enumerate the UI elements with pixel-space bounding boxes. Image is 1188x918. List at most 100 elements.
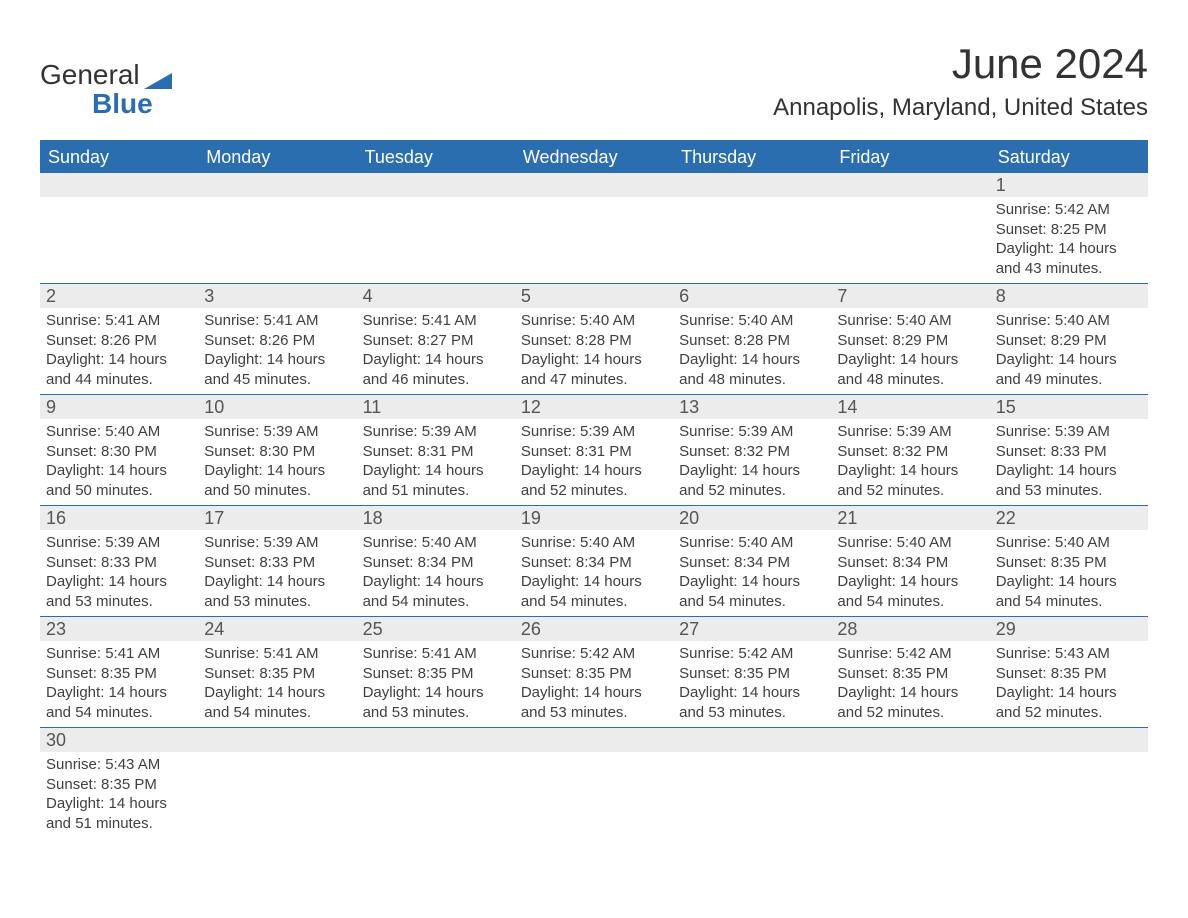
weekday-header: Monday <box>198 141 356 173</box>
calendar-cell: 10Sunrise: 5:39 AMSunset: 8:30 PMDayligh… <box>198 394 356 505</box>
sunset-text: Sunset: 8:33 PM <box>996 442 1142 462</box>
day-details: Sunrise: 5:40 AMSunset: 8:34 PMDaylight:… <box>515 530 673 616</box>
sunrise-text: Sunrise: 5:40 AM <box>521 533 667 553</box>
weekday-header: Saturday <box>990 141 1148 173</box>
sunrise-text: Sunrise: 5:40 AM <box>996 311 1142 331</box>
day-number: 15 <box>990 395 1148 419</box>
sunset-text: Sunset: 8:28 PM <box>679 331 825 351</box>
day-details: Sunrise: 5:39 AMSunset: 8:31 PMDaylight:… <box>357 419 515 505</box>
sunset-text: Sunset: 8:35 PM <box>996 553 1142 573</box>
day-number: 4 <box>357 284 515 308</box>
sunset-text: Sunset: 8:30 PM <box>46 442 192 462</box>
calendar-cell: 13Sunrise: 5:39 AMSunset: 8:32 PMDayligh… <box>673 394 831 505</box>
day-details: Sunrise: 5:40 AMSunset: 8:34 PMDaylight:… <box>673 530 831 616</box>
calendar-cell: 19Sunrise: 5:40 AMSunset: 8:34 PMDayligh… <box>515 505 673 616</box>
daylight-text: Daylight: 14 hours and 52 minutes. <box>679 461 825 500</box>
calendar-cell: 11Sunrise: 5:39 AMSunset: 8:31 PMDayligh… <box>357 394 515 505</box>
calendar-cell <box>515 173 673 283</box>
sunrise-text: Sunrise: 5:41 AM <box>46 311 192 331</box>
sunset-text: Sunset: 8:35 PM <box>837 664 983 684</box>
daylight-text: Daylight: 14 hours and 52 minutes. <box>837 461 983 500</box>
calendar-cell: 25Sunrise: 5:41 AMSunset: 8:35 PMDayligh… <box>357 616 515 727</box>
sunset-text: Sunset: 8:32 PM <box>837 442 983 462</box>
logo-text-1: General <box>40 60 140 89</box>
sunrise-text: Sunrise: 5:39 AM <box>204 533 350 553</box>
day-details: Sunrise: 5:39 AMSunset: 8:32 PMDaylight:… <box>831 419 989 505</box>
daylight-text: Daylight: 14 hours and 53 minutes. <box>46 572 192 611</box>
sunrise-text: Sunrise: 5:39 AM <box>46 533 192 553</box>
daylight-text: Daylight: 14 hours and 52 minutes. <box>996 683 1142 722</box>
month-title: June 2024 <box>773 40 1148 88</box>
day-details: Sunrise: 5:43 AMSunset: 8:35 PMDaylight:… <box>990 641 1148 727</box>
daylight-text: Daylight: 14 hours and 53 minutes. <box>996 461 1142 500</box>
calendar-cell: 23Sunrise: 5:41 AMSunset: 8:35 PMDayligh… <box>40 616 198 727</box>
weekday-header-row: Sunday Monday Tuesday Wednesday Thursday… <box>40 141 1148 173</box>
day-number: 18 <box>357 506 515 530</box>
daylight-text: Daylight: 14 hours and 54 minutes. <box>363 572 509 611</box>
calendar-cell <box>357 173 515 283</box>
calendar-cell <box>673 727 831 838</box>
day-details: Sunrise: 5:39 AMSunset: 8:32 PMDaylight:… <box>673 419 831 505</box>
sunrise-text: Sunrise: 5:40 AM <box>521 311 667 331</box>
daylight-text: Daylight: 14 hours and 54 minutes. <box>837 572 983 611</box>
calendar-row: 2Sunrise: 5:41 AMSunset: 8:26 PMDaylight… <box>40 283 1148 394</box>
daylight-text: Daylight: 14 hours and 43 minutes. <box>996 239 1142 278</box>
day-number: 1 <box>990 173 1148 197</box>
calendar-cell: 6Sunrise: 5:40 AMSunset: 8:28 PMDaylight… <box>673 283 831 394</box>
calendar-cell: 27Sunrise: 5:42 AMSunset: 8:35 PMDayligh… <box>673 616 831 727</box>
sunset-text: Sunset: 8:34 PM <box>521 553 667 573</box>
location-text: Annapolis, Maryland, United States <box>773 94 1148 122</box>
daylight-text: Daylight: 14 hours and 47 minutes. <box>521 350 667 389</box>
calendar-row: 23Sunrise: 5:41 AMSunset: 8:35 PMDayligh… <box>40 616 1148 727</box>
day-details: Sunrise: 5:43 AMSunset: 8:35 PMDaylight:… <box>40 752 198 838</box>
sunset-text: Sunset: 8:35 PM <box>46 775 192 795</box>
day-number: 25 <box>357 617 515 641</box>
sunrise-text: Sunrise: 5:39 AM <box>679 422 825 442</box>
day-number: 9 <box>40 395 198 419</box>
sunset-text: Sunset: 8:35 PM <box>679 664 825 684</box>
sunset-text: Sunset: 8:27 PM <box>363 331 509 351</box>
weekday-header: Tuesday <box>357 141 515 173</box>
daylight-text: Daylight: 14 hours and 54 minutes. <box>521 572 667 611</box>
daylight-text: Daylight: 14 hours and 52 minutes. <box>837 683 983 722</box>
calendar-cell: 17Sunrise: 5:39 AMSunset: 8:33 PMDayligh… <box>198 505 356 616</box>
daylight-text: Daylight: 14 hours and 46 minutes. <box>363 350 509 389</box>
day-details: Sunrise: 5:41 AMSunset: 8:35 PMDaylight:… <box>357 641 515 727</box>
day-number: 30 <box>40 728 198 752</box>
day-details: Sunrise: 5:42 AMSunset: 8:25 PMDaylight:… <box>990 197 1148 283</box>
sunset-text: Sunset: 8:30 PM <box>204 442 350 462</box>
sunset-text: Sunset: 8:35 PM <box>204 664 350 684</box>
sunrise-text: Sunrise: 5:41 AM <box>204 644 350 664</box>
calendar-cell: 5Sunrise: 5:40 AMSunset: 8:28 PMDaylight… <box>515 283 673 394</box>
sunrise-text: Sunrise: 5:41 AM <box>363 644 509 664</box>
sunset-text: Sunset: 8:35 PM <box>521 664 667 684</box>
day-number: 6 <box>673 284 831 308</box>
sunrise-text: Sunrise: 5:40 AM <box>363 533 509 553</box>
day-details: Sunrise: 5:41 AMSunset: 8:26 PMDaylight:… <box>40 308 198 394</box>
day-number: 16 <box>40 506 198 530</box>
weekday-header: Friday <box>831 141 989 173</box>
sunrise-text: Sunrise: 5:43 AM <box>996 644 1142 664</box>
day-details: Sunrise: 5:40 AMSunset: 8:30 PMDaylight:… <box>40 419 198 505</box>
calendar-cell: 24Sunrise: 5:41 AMSunset: 8:35 PMDayligh… <box>198 616 356 727</box>
calendar-cell: 26Sunrise: 5:42 AMSunset: 8:35 PMDayligh… <box>515 616 673 727</box>
day-details: Sunrise: 5:41 AMSunset: 8:35 PMDaylight:… <box>198 641 356 727</box>
daylight-text: Daylight: 14 hours and 44 minutes. <box>46 350 192 389</box>
sunrise-text: Sunrise: 5:39 AM <box>204 422 350 442</box>
calendar-cell: 7Sunrise: 5:40 AMSunset: 8:29 PMDaylight… <box>831 283 989 394</box>
day-number: 28 <box>831 617 989 641</box>
day-number: 11 <box>357 395 515 419</box>
daylight-text: Daylight: 14 hours and 53 minutes. <box>363 683 509 722</box>
daylight-text: Daylight: 14 hours and 51 minutes. <box>46 794 192 833</box>
daylight-text: Daylight: 14 hours and 53 minutes. <box>204 572 350 611</box>
calendar-cell: 2Sunrise: 5:41 AMSunset: 8:26 PMDaylight… <box>40 283 198 394</box>
sunset-text: Sunset: 8:28 PM <box>521 331 667 351</box>
sunrise-text: Sunrise: 5:42 AM <box>521 644 667 664</box>
calendar-cell: 8Sunrise: 5:40 AMSunset: 8:29 PMDaylight… <box>990 283 1148 394</box>
calendar-cell: 15Sunrise: 5:39 AMSunset: 8:33 PMDayligh… <box>990 394 1148 505</box>
sunrise-text: Sunrise: 5:40 AM <box>46 422 192 442</box>
day-details: Sunrise: 5:40 AMSunset: 8:34 PMDaylight:… <box>831 530 989 616</box>
daylight-text: Daylight: 14 hours and 54 minutes. <box>46 683 192 722</box>
sunrise-text: Sunrise: 5:42 AM <box>837 644 983 664</box>
day-number: 12 <box>515 395 673 419</box>
